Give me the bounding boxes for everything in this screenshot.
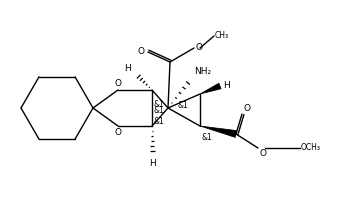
Polygon shape — [200, 83, 221, 94]
Text: O: O — [114, 79, 121, 88]
Text: &1: &1 — [153, 106, 164, 115]
Text: &1: &1 — [201, 133, 212, 142]
Text: H: H — [149, 159, 155, 168]
Text: &1: &1 — [153, 100, 164, 109]
Text: O: O — [138, 47, 145, 57]
Text: &1: &1 — [178, 101, 189, 110]
Text: O: O — [259, 149, 266, 158]
Text: H: H — [124, 64, 131, 73]
Text: O: O — [114, 128, 121, 137]
Polygon shape — [200, 126, 237, 137]
Text: OCH₃: OCH₃ — [301, 144, 321, 152]
Text: CH₃: CH₃ — [215, 32, 229, 40]
Text: H: H — [223, 81, 230, 89]
Text: NH₂: NH₂ — [194, 67, 211, 76]
Text: O: O — [244, 104, 251, 113]
Text: O: O — [195, 43, 202, 53]
Text: &1: &1 — [154, 117, 165, 126]
